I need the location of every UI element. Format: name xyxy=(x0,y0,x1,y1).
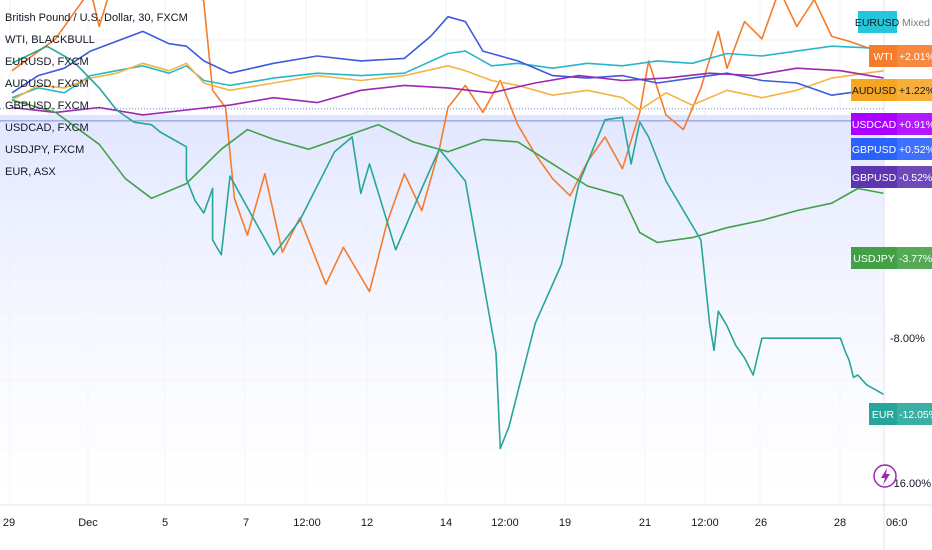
badge-value: +0.91% xyxy=(899,119,932,131)
x-tick-label: 12:00 xyxy=(691,517,719,529)
badge-value: Mixed xyxy=(902,17,930,29)
badge-value: -3.77% xyxy=(899,253,932,265)
legend-entry[interactable]: WTI, BLACKBULL xyxy=(5,34,95,46)
badge-name: AUDUSD xyxy=(852,85,897,97)
lightning-bolt xyxy=(881,468,890,485)
badge-name-bg xyxy=(869,403,897,425)
x-tick-label: 7 xyxy=(243,517,249,529)
badge-name-bg xyxy=(851,138,897,160)
series-line-wti[interactable] xyxy=(11,0,885,293)
legend-entry[interactable]: USDJPY, FXCM xyxy=(5,144,84,156)
x-tick-label: 5 xyxy=(162,517,168,529)
badge-value-bg xyxy=(897,247,932,269)
x-tick-label: 29 xyxy=(3,517,15,529)
badge-name-bg xyxy=(851,79,897,101)
badge-value: +0.52% xyxy=(899,144,932,156)
badge-name-bg xyxy=(858,11,897,33)
series-line-eurusd[interactable] xyxy=(11,45,885,99)
x-tick-label: 21 xyxy=(639,517,651,529)
badge-name: USDJPY xyxy=(853,253,894,265)
badge-name: EURUSD xyxy=(855,17,900,29)
x-tick-label: 06:0 xyxy=(886,517,907,529)
x-tick-label: 14 xyxy=(440,517,452,529)
badge-name-bg xyxy=(851,113,897,135)
badge-name: WTI xyxy=(873,51,892,63)
badge-name: GBPUSD xyxy=(852,172,897,184)
legend-entry[interactable]: AUDUSD, FXCM xyxy=(5,78,89,90)
baseline-area xyxy=(0,114,884,506)
badge-name-bg xyxy=(869,45,897,67)
x-tick-label: 12:00 xyxy=(491,517,519,529)
badge-name-bg xyxy=(851,247,897,269)
series-line-usdcad[interactable] xyxy=(11,67,885,116)
x-tick-label: 28 xyxy=(834,517,846,529)
series-line-usdjpy[interactable] xyxy=(11,99,885,244)
x-tick-label: 19 xyxy=(559,517,571,529)
y-tick-label: -8.00% xyxy=(890,333,925,345)
x-tick-label: 12 xyxy=(361,517,373,529)
legend-entry[interactable]: USDCAD, FXCM xyxy=(5,122,89,134)
badge-value-bg xyxy=(897,166,932,188)
x-tick-label: 12:00 xyxy=(293,517,321,529)
legend-entry[interactable]: EUR, ASX xyxy=(5,166,56,178)
y-tick-label: -16.00% xyxy=(890,478,931,490)
badge-name: GBPUSD xyxy=(852,144,897,156)
badge-name-bg xyxy=(851,166,897,188)
badge-name: USDCAD xyxy=(852,119,897,131)
badge-value: -0.52% xyxy=(899,172,932,184)
legend: British Pound / U.S. Dollar, 30, FXCM WTI… xyxy=(5,12,188,178)
badge-value: +1.22% xyxy=(899,85,932,97)
legend-entry[interactable]: British Pound / U.S. Dollar, 30, FXCM xyxy=(5,12,188,24)
badge-value-bg xyxy=(897,403,932,425)
lightning-icon[interactable] xyxy=(873,464,897,488)
series-group xyxy=(11,0,885,450)
legend-entry[interactable]: EURUSD, FXCM xyxy=(5,56,89,68)
badge-value: -12.05% xyxy=(899,409,932,421)
badge-name: EUR xyxy=(872,409,895,421)
series-line-eur[interactable] xyxy=(11,45,885,450)
badge-value: +2.01% xyxy=(899,51,932,63)
x-tick-label: Dec xyxy=(78,517,98,529)
series-line-gbpusd[interactable] xyxy=(11,15,885,96)
badge-value-bg xyxy=(897,45,932,67)
badge-value-bg xyxy=(897,113,932,135)
series-line-audusd[interactable] xyxy=(11,62,885,111)
badge-value-bg xyxy=(897,79,932,101)
x-tick-label: 26 xyxy=(755,517,767,529)
badge-value-bg xyxy=(897,138,932,160)
legend-entry[interactable]: GBPUSD, FXCM xyxy=(5,100,89,112)
